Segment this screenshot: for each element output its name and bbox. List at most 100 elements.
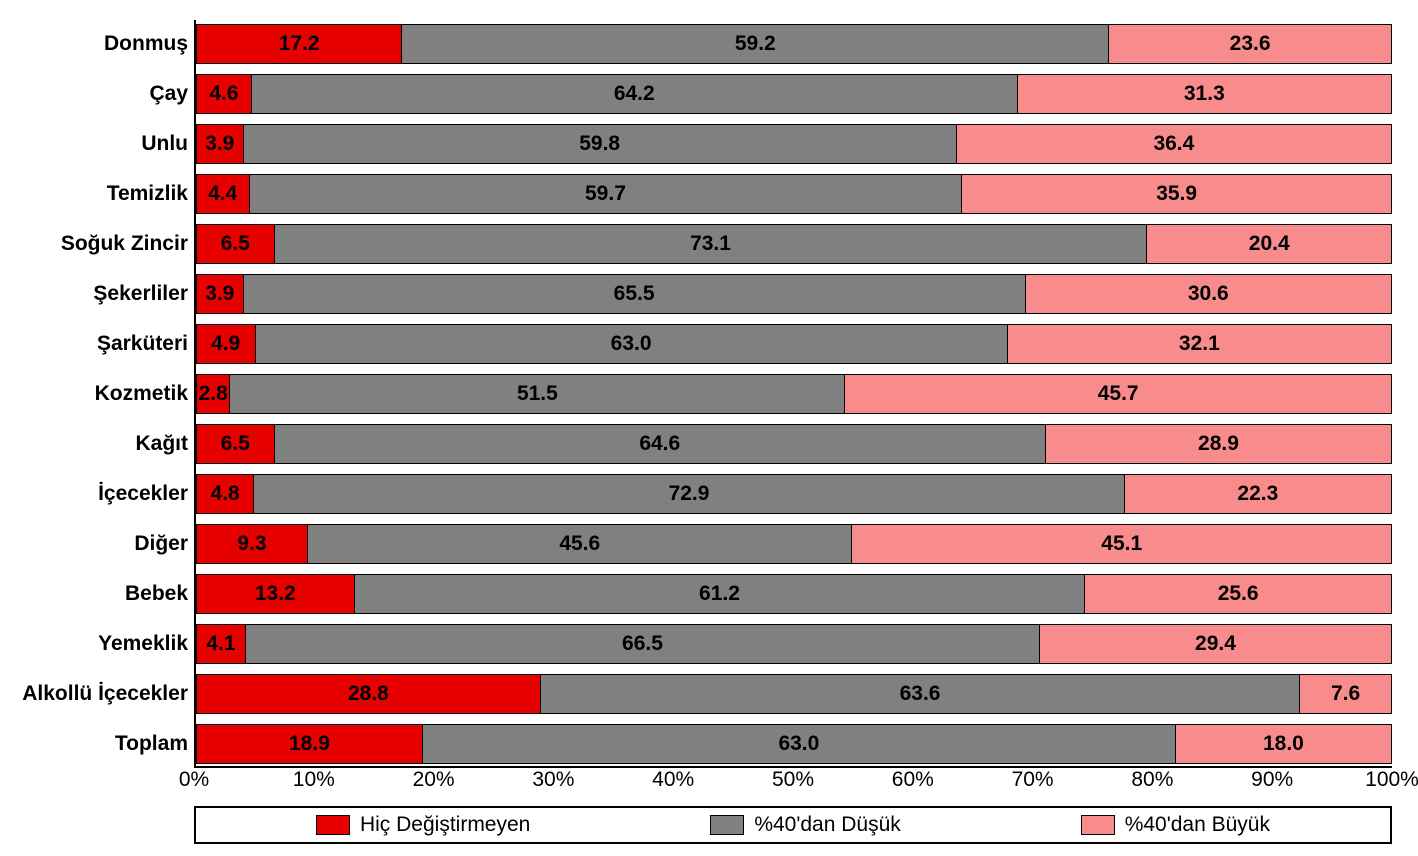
- bar-segment: 7.6: [1300, 675, 1391, 713]
- bar-value-label: 30.6: [1188, 282, 1229, 306]
- x-tick-label: 0%: [179, 768, 209, 792]
- bar-segment: 59.2: [402, 25, 1109, 63]
- bar-row: 2.8 51.5 45.7: [196, 374, 1392, 414]
- category-label: Kağıt: [136, 432, 189, 456]
- bar-segment: 35.9: [962, 175, 1391, 213]
- category-label: Toplam: [115, 732, 188, 756]
- bar-segment: 64.6: [275, 425, 1046, 463]
- category-label: Donmuş: [104, 32, 188, 56]
- bar-segment: 31.3: [1018, 75, 1391, 113]
- bar-segment: 4.8: [197, 475, 254, 513]
- bar-value-label: 45.6: [559, 532, 600, 556]
- bar-segment: 20.4: [1147, 225, 1391, 263]
- category-label: Şekerliler: [93, 282, 188, 306]
- bar-value-label: 59.7: [585, 182, 626, 206]
- bar-value-label: 32.1: [1179, 332, 1220, 356]
- x-tick-label: 20%: [413, 768, 455, 792]
- bar-segment: 4.6: [197, 75, 252, 113]
- legend-item: %40'dan Büyük: [1081, 813, 1270, 837]
- category-label: Yemeklik: [98, 632, 188, 656]
- bar-value-label: 4.6: [209, 82, 238, 106]
- bar-value-label: 3.9: [205, 282, 234, 306]
- bar-segment: 18.0: [1176, 725, 1391, 763]
- bar-segment: 29.4: [1040, 625, 1391, 663]
- bar-value-label: 20.4: [1249, 232, 1290, 256]
- bar-value-label: 63.0: [778, 732, 819, 756]
- x-tick-label: 40%: [652, 768, 694, 792]
- bar-segment: 6.5: [197, 425, 275, 463]
- x-tick-label: 60%: [892, 768, 934, 792]
- bar-row: 3.959.836.4: [196, 124, 1392, 164]
- bar-segment: 36.4: [957, 125, 1391, 163]
- bar-segment: 2.8: [197, 375, 230, 413]
- bar-value-label: 9.3: [237, 532, 266, 556]
- bar-segment: 73.1: [275, 225, 1148, 263]
- bar-segment: 4.9: [197, 325, 256, 363]
- x-axis: 0%10%20%30%40%50%60%70%80%90%100%: [194, 768, 1392, 808]
- bar-value-label: 23.6: [1230, 32, 1271, 56]
- bar-value-label: 61.2: [699, 582, 740, 606]
- bar-segment: 3.9: [197, 125, 244, 163]
- bar-segment: 63.6: [541, 675, 1300, 713]
- bar-value-label: 59.2: [735, 32, 776, 56]
- category-label: Temizlik: [107, 182, 188, 206]
- bar-value-label: 4.8: [211, 482, 240, 506]
- bar-value-label: 31.3: [1184, 82, 1225, 106]
- bar-segment: 45.6: [308, 525, 852, 563]
- legend-item: Hiç Değiştirmeyen: [316, 813, 530, 837]
- bar-segment: 32.1: [1008, 325, 1391, 363]
- bar-value-label: 13.2: [255, 582, 296, 606]
- bar-row: 6.564.6 28.9: [196, 424, 1392, 464]
- bar-row: 28.8 63.6 7.6: [196, 674, 1392, 714]
- bar-segment: 3.9: [197, 275, 244, 313]
- bar-row: 4.8 72.9 22.3: [196, 474, 1392, 514]
- bar-segment: 4.4: [197, 175, 250, 213]
- bar-segment: 22.3: [1125, 475, 1391, 513]
- bar-segment: 63.0: [423, 725, 1176, 763]
- category-label: Diğer: [134, 532, 188, 556]
- bar-row: 4.4 59.7 35.9: [196, 174, 1392, 214]
- bar-segment: 13.2: [197, 575, 355, 613]
- x-tick-label: 90%: [1251, 768, 1293, 792]
- bar-value-label: 36.4: [1153, 132, 1194, 156]
- bar-value-label: 28.8: [348, 682, 389, 706]
- bar-value-label: 28.9: [1198, 432, 1239, 456]
- bar-value-label: 72.9: [669, 482, 710, 506]
- bar-row: 4.166.529.4: [196, 624, 1392, 664]
- bar-value-label: 51.5: [517, 382, 558, 406]
- legend-label: %40'dan Düşük: [754, 813, 900, 837]
- bar-segment: 18.9: [197, 725, 423, 763]
- bar-value-label: 2.8: [199, 382, 228, 406]
- bar-value-label: 35.9: [1156, 182, 1197, 206]
- bar-value-label: 73.1: [690, 232, 731, 256]
- x-tick-label: 30%: [532, 768, 574, 792]
- x-tick-label: 70%: [1012, 768, 1054, 792]
- bar-segment: 30.6: [1026, 275, 1391, 313]
- bar-segment: 51.5: [230, 375, 845, 413]
- bar-segment: 23.6: [1109, 25, 1391, 63]
- category-label: Kozmetik: [95, 382, 188, 406]
- bar-segment: 63.0: [256, 325, 1008, 363]
- bar-row: 4.6 64.2 31.3: [196, 74, 1392, 114]
- bar-value-label: 4.1: [206, 632, 235, 656]
- bar-value-label: 65.5: [614, 282, 655, 306]
- bar-value-label: 63.6: [900, 682, 941, 706]
- x-tick-label: 10%: [293, 768, 335, 792]
- bar-segment: 45.7: [845, 375, 1391, 413]
- bar-value-label: 29.4: [1195, 632, 1236, 656]
- bar-value-label: 4.4: [208, 182, 237, 206]
- bar-value-label: 6.5: [221, 232, 250, 256]
- bar-segment: 4.1: [197, 625, 246, 663]
- category-label: Alkollü İçecekler: [22, 682, 188, 706]
- bar-value-label: 64.2: [614, 82, 655, 106]
- bar-value-label: 22.3: [1237, 482, 1278, 506]
- bar-segment: 6.5: [197, 225, 275, 263]
- stacked-bar-chart: 17.259.223.64.664.231.33.959.836.44.459.…: [12, 12, 1406, 844]
- bar-segment: 9.3: [197, 525, 308, 563]
- bar-row: 13.261.225.6: [196, 574, 1392, 614]
- x-tick-label: 100%: [1365, 768, 1418, 792]
- bar-value-label: 18.0: [1263, 732, 1304, 756]
- category-label: Çay: [149, 82, 188, 106]
- category-label: Unlu: [141, 132, 188, 156]
- category-label: Soğuk Zincir: [61, 232, 188, 256]
